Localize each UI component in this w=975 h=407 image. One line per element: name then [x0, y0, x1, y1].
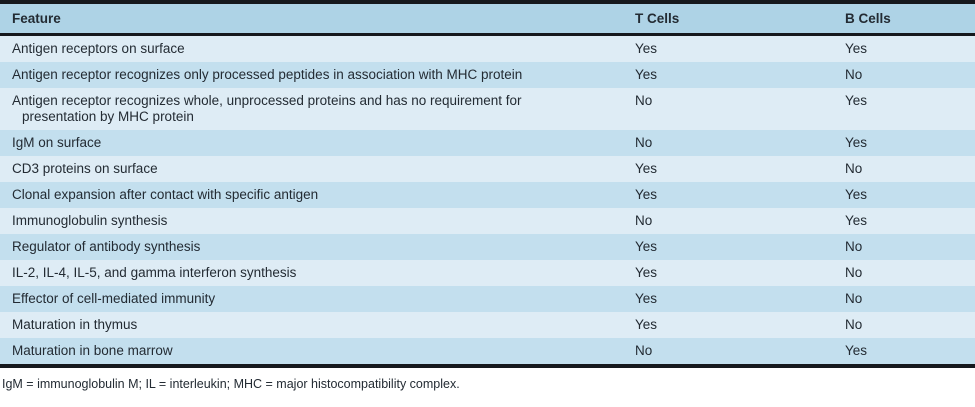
b-cells-value: Yes [845, 213, 868, 228]
feature-cell: IgM on surface [12, 135, 102, 150]
b-cells-value: Yes [845, 93, 868, 108]
table-row: Maturation in thymus Yes No [0, 312, 975, 338]
t-cells-value: No [635, 213, 653, 228]
feature-cell: IL-2, IL-4, IL-5, and gamma interferon s… [12, 265, 297, 280]
b-cells-value: Yes [845, 135, 868, 150]
b-cells-value: No [845, 265, 863, 280]
t-cells-value: No [635, 93, 653, 108]
feature-cell: CD3 proteins on surface [12, 161, 158, 176]
t-cells-value: Yes [635, 67, 658, 82]
feature-cell: Maturation in thymus [12, 317, 138, 332]
b-cells-value: Yes [845, 41, 868, 56]
table-row: Clonal expansion after contact with spec… [0, 182, 975, 208]
b-cells-value: Yes [845, 343, 868, 358]
table-row: IL-2, IL-4, IL-5, and gamma interferon s… [0, 260, 975, 286]
feature-cell: Antigen receptor recognizes only process… [12, 67, 523, 82]
b-cells-value: No [845, 67, 863, 82]
table-row: Antigen receptors on surface Yes Yes [0, 34, 975, 62]
b-cells-value: No [845, 161, 863, 176]
t-cells-value: Yes [635, 291, 658, 306]
column-header-b-cells: B Cells [833, 2, 975, 36]
t-cells-value: Yes [635, 239, 658, 254]
feature-cell: Maturation in bone marrow [12, 343, 173, 358]
b-cells-value: No [845, 239, 863, 254]
table-row: Maturation in bone marrow No Yes [0, 338, 975, 366]
t-cells-value: Yes [635, 161, 658, 176]
feature-cell: Effector of cell-mediated immunity [12, 291, 216, 306]
feature-cell: Antigen receptor recognizes whole, unpro… [12, 93, 522, 124]
b-cells-value: Yes [845, 187, 868, 202]
t-cells-value: Yes [635, 41, 658, 56]
b-cells-value: No [845, 317, 863, 332]
t-cells-value: No [635, 343, 653, 358]
t-cells-value: Yes [635, 317, 658, 332]
feature-cell: Clonal expansion after contact with spec… [12, 187, 319, 202]
feature-cell: Antigen receptors on surface [12, 41, 185, 56]
t-cells-value: Yes [635, 187, 658, 202]
feature-cell: Immunoglobulin synthesis [12, 213, 168, 228]
table-row: Immunoglobulin synthesis No Yes [0, 208, 975, 234]
feature-cell: Regulator of antibody synthesis [12, 239, 201, 254]
table-header-row: Feature T Cells B Cells [0, 2, 975, 36]
abbreviations-footnote: IgM = immunoglobulin M; IL = interleukin… [2, 377, 460, 391]
b-cells-value: No [845, 291, 863, 306]
table-row: CD3 proteins on surface Yes No [0, 156, 975, 182]
t-vs-b-cells-comparison-table: Feature T Cells B Cells Antigen receptor… [0, 0, 975, 368]
column-header-feature: Feature [0, 2, 623, 36]
table-row: Regulator of antibody synthesis Yes No [0, 234, 975, 260]
t-cells-value: No [635, 135, 653, 150]
table-row: Effector of cell-mediated immunity Yes N… [0, 286, 975, 312]
t-cells-value: Yes [635, 265, 658, 280]
table-row: IgM on surface No Yes [0, 130, 975, 156]
table-row: Antigen receptor recognizes only process… [0, 62, 975, 88]
table-row: Antigen receptor recognizes whole, unpro… [0, 88, 975, 130]
column-header-t-cells: T Cells [623, 2, 833, 36]
